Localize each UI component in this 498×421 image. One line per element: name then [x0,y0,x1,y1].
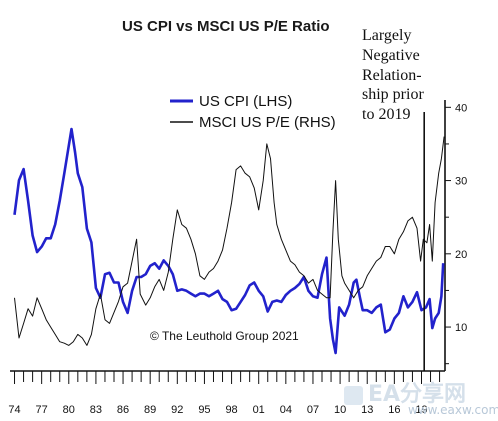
y-tick-label: 10 [455,322,467,334]
y-tick-label: 20 [455,249,467,261]
legend-label-pe: MSCI US P/E (RHS) [199,114,336,131]
series-layer [13,112,445,371]
annotation-line: Relation- [362,67,422,84]
watermark-logo-icon [344,386,363,405]
annotation-line: ship prior [362,86,424,103]
x-tick-label: 95 [198,404,210,416]
series-line-msci-us-pe [14,136,445,346]
x-tick-label: 80 [63,404,75,416]
x-tick-label: 13 [361,404,373,416]
x-tick-label: 74 [8,404,20,416]
y-tick-label: 40 [455,102,467,114]
annotation-line: Largely [362,27,411,44]
chart-credit: © The Leuthold Group 2021 [150,329,299,343]
legend-label-cpi: US CPI (LHS) [199,93,292,110]
chart-title: US CPI vs MSCI US P/E Ratio [122,18,330,35]
watermark: EA分享网 www.eaxw.com [344,381,498,417]
x-tick-label: 89 [144,404,156,416]
series-line-us-cpi [13,127,445,355]
x-tick-label: 04 [280,404,292,416]
x-axis-ticks: 74 77 80 83 86 89 92 95 98 01 04 07 10 13 16 19 [8,371,441,416]
annotation-line: Negative [362,47,420,64]
x-tick-label: 98 [225,404,237,416]
x-tick-label: 83 [90,404,102,416]
watermark-brand: EA分享网 [368,381,466,407]
annotation-line: to 2019 [362,106,410,123]
x-tick-label: 77 [36,404,48,416]
watermark-url: www.eaxw.com [408,403,498,417]
y-tick-label: 30 [455,176,467,188]
x-tick-label: 07 [307,404,319,416]
x-tick-label: 19 [415,404,427,416]
legend: US CPI (LHS) MSCI US P/E (RHS) [170,93,336,131]
annotation-text: Largely Negative Relation- ship prior to… [362,27,424,123]
x-tick-label: 86 [117,404,129,416]
x-tick-label: 16 [388,404,400,416]
x-tick-label: 10 [334,404,346,416]
x-tick-label: 92 [171,404,183,416]
x-tick-label: 01 [253,404,265,416]
right-y-axis-ticks: 10 20 30 40 [445,102,467,365]
axes [10,100,446,372]
